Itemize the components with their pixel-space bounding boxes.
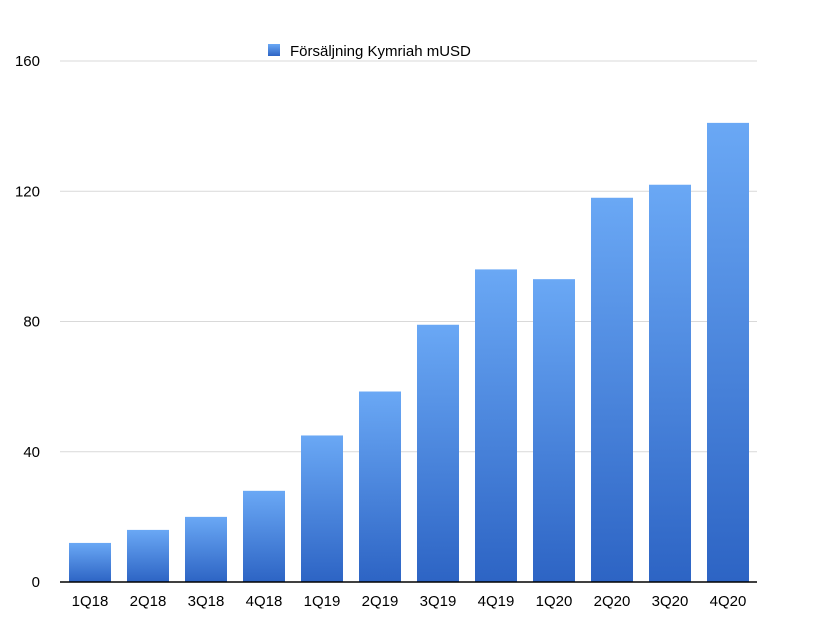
x-tick-label: 2Q18 bbox=[130, 593, 167, 610]
x-tick-label: 4Q19 bbox=[478, 593, 515, 610]
bar-3Q18 bbox=[185, 516, 227, 582]
legend-label: Försäljning Kymriah mUSD bbox=[290, 43, 471, 60]
x-tick-label: 1Q20 bbox=[536, 593, 573, 610]
x-tick-label: 3Q20 bbox=[652, 593, 689, 610]
y-tick-label: 80 bbox=[23, 314, 40, 331]
x-tick-label: 1Q18 bbox=[72, 593, 109, 610]
bar-4Q20 bbox=[707, 122, 749, 583]
bar-2Q20 bbox=[591, 197, 633, 582]
bar-2Q19 bbox=[359, 391, 401, 582]
x-tick-label: 3Q18 bbox=[188, 593, 225, 610]
bar-2Q18 bbox=[127, 529, 169, 582]
y-tick-labels: 0 40 80 120 160 bbox=[15, 53, 40, 591]
x-tick-label: 4Q18 bbox=[246, 593, 283, 610]
y-tick-label: 40 bbox=[23, 444, 40, 461]
y-tick-label: 160 bbox=[15, 53, 40, 70]
bar-4Q19 bbox=[475, 269, 517, 582]
bars bbox=[69, 122, 749, 583]
gridlines bbox=[60, 60, 757, 453]
x-tick-label: 2Q20 bbox=[594, 593, 631, 610]
bar-4Q18 bbox=[243, 490, 285, 582]
legend-swatch bbox=[268, 44, 280, 56]
x-tick-label: 3Q19 bbox=[420, 593, 457, 610]
bar-1Q18 bbox=[69, 542, 111, 582]
x-tick-labels: 1Q18 2Q18 3Q18 4Q18 1Q19 2Q19 3Q19 4Q19 1Q20 2Q20… bbox=[72, 593, 747, 610]
legend: Försäljning Kymriah mUSD bbox=[268, 43, 471, 60]
bar-1Q19 bbox=[301, 435, 343, 582]
x-tick-label: 1Q19 bbox=[304, 593, 341, 610]
x-tick-label: 4Q20 bbox=[710, 593, 747, 610]
bar-3Q20 bbox=[649, 184, 691, 583]
x-tick-label: 2Q19 bbox=[362, 593, 399, 610]
y-tick-label: 0 bbox=[32, 574, 40, 591]
y-tick-label: 120 bbox=[15, 183, 40, 200]
bar-3Q19 bbox=[417, 324, 459, 582]
bar-1Q20 bbox=[533, 279, 575, 582]
